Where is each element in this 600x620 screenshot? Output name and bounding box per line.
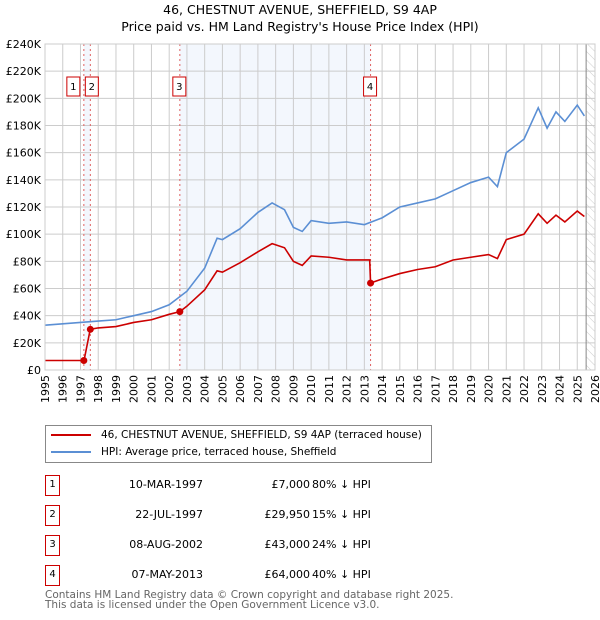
sale-marker-box	[172, 76, 187, 97]
x-tick-label: 2011	[323, 375, 336, 403]
series-line	[44, 103, 586, 326]
y-tick-label: £160K	[6, 147, 42, 160]
sale-date: 07-MAY-2013	[131, 568, 203, 581]
sale-marker-box	[84, 76, 99, 97]
plot-border	[44, 43, 596, 371]
y-tick-label: £200K	[6, 92, 42, 105]
y-tick-label: £20K	[13, 337, 42, 350]
sale-point	[176, 308, 184, 316]
sale-point	[86, 325, 94, 333]
x-tick-label: 2020	[483, 375, 496, 403]
x-tick-label: 2022	[518, 375, 531, 403]
y-tick-label: £240K	[6, 38, 42, 51]
y-tick-label: £140K	[6, 174, 42, 187]
legend: 46, CHESTNUT AVENUE, SHEFFIELD, S9 4AP (…	[45, 425, 432, 463]
y-tick-label: £0	[27, 364, 41, 377]
legend-swatch-red	[51, 434, 91, 436]
sale-marker-box	[66, 76, 81, 97]
sale-marker-label: 1	[66, 76, 81, 97]
x-tick-label: 2013	[358, 375, 371, 403]
sale-marker-label: 2	[84, 76, 99, 97]
x-tick-label: 2024	[554, 375, 567, 403]
y-tick-label: £80K	[13, 255, 42, 268]
y-tick-label: £40K	[13, 310, 42, 323]
sale-price: £29,950	[264, 508, 311, 521]
x-tick-label: 2025	[571, 375, 584, 403]
legend-label: HPI: Average price, terraced house, Shef…	[101, 446, 337, 458]
x-tick-label: 1997	[74, 375, 87, 403]
chart-title: 46, CHESTNUT AVENUE, SHEFFIELD, S9 4AP	[163, 2, 437, 17]
x-tick-label: 2007	[252, 375, 265, 403]
sale-marker-badge: 2	[45, 505, 60, 526]
footer-line: Contains HM Land Registry data © Crown c…	[45, 589, 454, 601]
x-tick-label: 2005	[216, 375, 229, 403]
x-tick-label: 2021	[500, 375, 513, 403]
x-tick-label: 2004	[199, 375, 212, 403]
x-tick-label: 2009	[287, 375, 300, 403]
sale-marker-badge: 4	[45, 565, 60, 586]
sale-price: £43,000	[264, 538, 311, 551]
sale-point	[367, 279, 375, 287]
y-tick-label: £220K	[6, 65, 42, 78]
x-tick-label: 1999	[110, 375, 123, 403]
sale-marker-number: 2	[89, 82, 95, 93]
sale-marker-label: 3	[172, 76, 187, 97]
x-tick-label: 2001	[145, 375, 158, 403]
sale-marker-number: 4	[367, 82, 373, 93]
y-tick-label: £180K	[6, 120, 42, 133]
x-tick-label: 2002	[163, 375, 176, 403]
x-tick-label: 2008	[270, 375, 283, 403]
series-line	[45, 210, 585, 362]
y-tick-label: £60K	[13, 283, 42, 296]
table-row: 1 10-MAR-1997 £7,000 80% ↓ HPI	[45, 475, 445, 497]
sale-date: 22-JUL-1997	[135, 508, 203, 521]
x-tick-label: 2012	[341, 375, 354, 403]
table-row: 2 22-JUL-1997 £29,950 15% ↓ HPI	[45, 505, 445, 527]
price-chart: 1995 1996 1997 1998 1999 2000 2001 2002 2003 2004…	[6, 38, 600, 403]
x-tick-label: 2014	[376, 375, 389, 403]
legend-swatch-blue	[51, 451, 91, 453]
sale-date: 08-AUG-2002	[129, 538, 203, 551]
legend-label: 46, CHESTNUT AVENUE, SHEFFIELD, S9 4AP (…	[101, 429, 422, 441]
table-row: 4 07-MAY-2013 £64,000 40% ↓ HPI	[45, 565, 445, 587]
sale-marker-box	[363, 76, 378, 97]
sale-marker-badge: 3	[45, 535, 60, 556]
x-tick-label: 1996	[57, 375, 70, 403]
footer-line: This data is licensed under the Open Gov…	[45, 599, 380, 611]
x-tick-label: 2015	[394, 375, 407, 403]
hpi-diff: 80% ↓ HPI	[312, 478, 371, 491]
x-tick-label: 2016	[412, 375, 425, 403]
legend-item-property: 46, CHESTNUT AVENUE, SHEFFIELD, S9 4AP (…	[51, 427, 422, 443]
hpi-diff: 15% ↓ HPI	[312, 508, 371, 521]
x-tick-label: 2018	[447, 375, 460, 403]
sale-point	[80, 356, 88, 364]
footer: Contains HM Land Registry data © Crown c…	[45, 589, 454, 611]
sale-price: £7,000	[271, 478, 311, 491]
x-tick-label: 2010	[305, 375, 318, 403]
sale-price: £64,000	[264, 568, 311, 581]
y-tick-label: £120K	[6, 201, 42, 214]
x-tick-label: 2017	[429, 375, 442, 403]
hpi-diff: 24% ↓ HPI	[312, 538, 371, 551]
x-tick-label: 1995	[39, 375, 52, 403]
x-tick-label: 2003	[181, 375, 194, 403]
sale-marker-number: 3	[176, 82, 182, 93]
x-tick-label: 2023	[536, 375, 549, 403]
x-tick-label: 2006	[234, 375, 247, 403]
x-tick-label: 2019	[465, 375, 478, 403]
x-tick-label: 2000	[128, 375, 141, 403]
sale-marker-label: 4	[363, 76, 378, 97]
y-tick-label: £100K	[6, 228, 42, 241]
table-row: 3 08-AUG-2002 £43,000 24% ↓ HPI	[45, 535, 445, 557]
sale-marker-number: 1	[70, 82, 76, 93]
legend-item-hpi: HPI: Average price, terraced house, Shef…	[51, 444, 336, 460]
x-tick-label: 1998	[92, 375, 105, 403]
chart-subtitle: Price paid vs. HM Land Registry's House …	[121, 19, 479, 34]
hpi-diff: 40% ↓ HPI	[312, 568, 371, 581]
sale-date: 10-MAR-1997	[128, 478, 203, 491]
x-tick-label: 2026	[589, 375, 600, 403]
sale-marker-badge: 1	[45, 475, 60, 496]
